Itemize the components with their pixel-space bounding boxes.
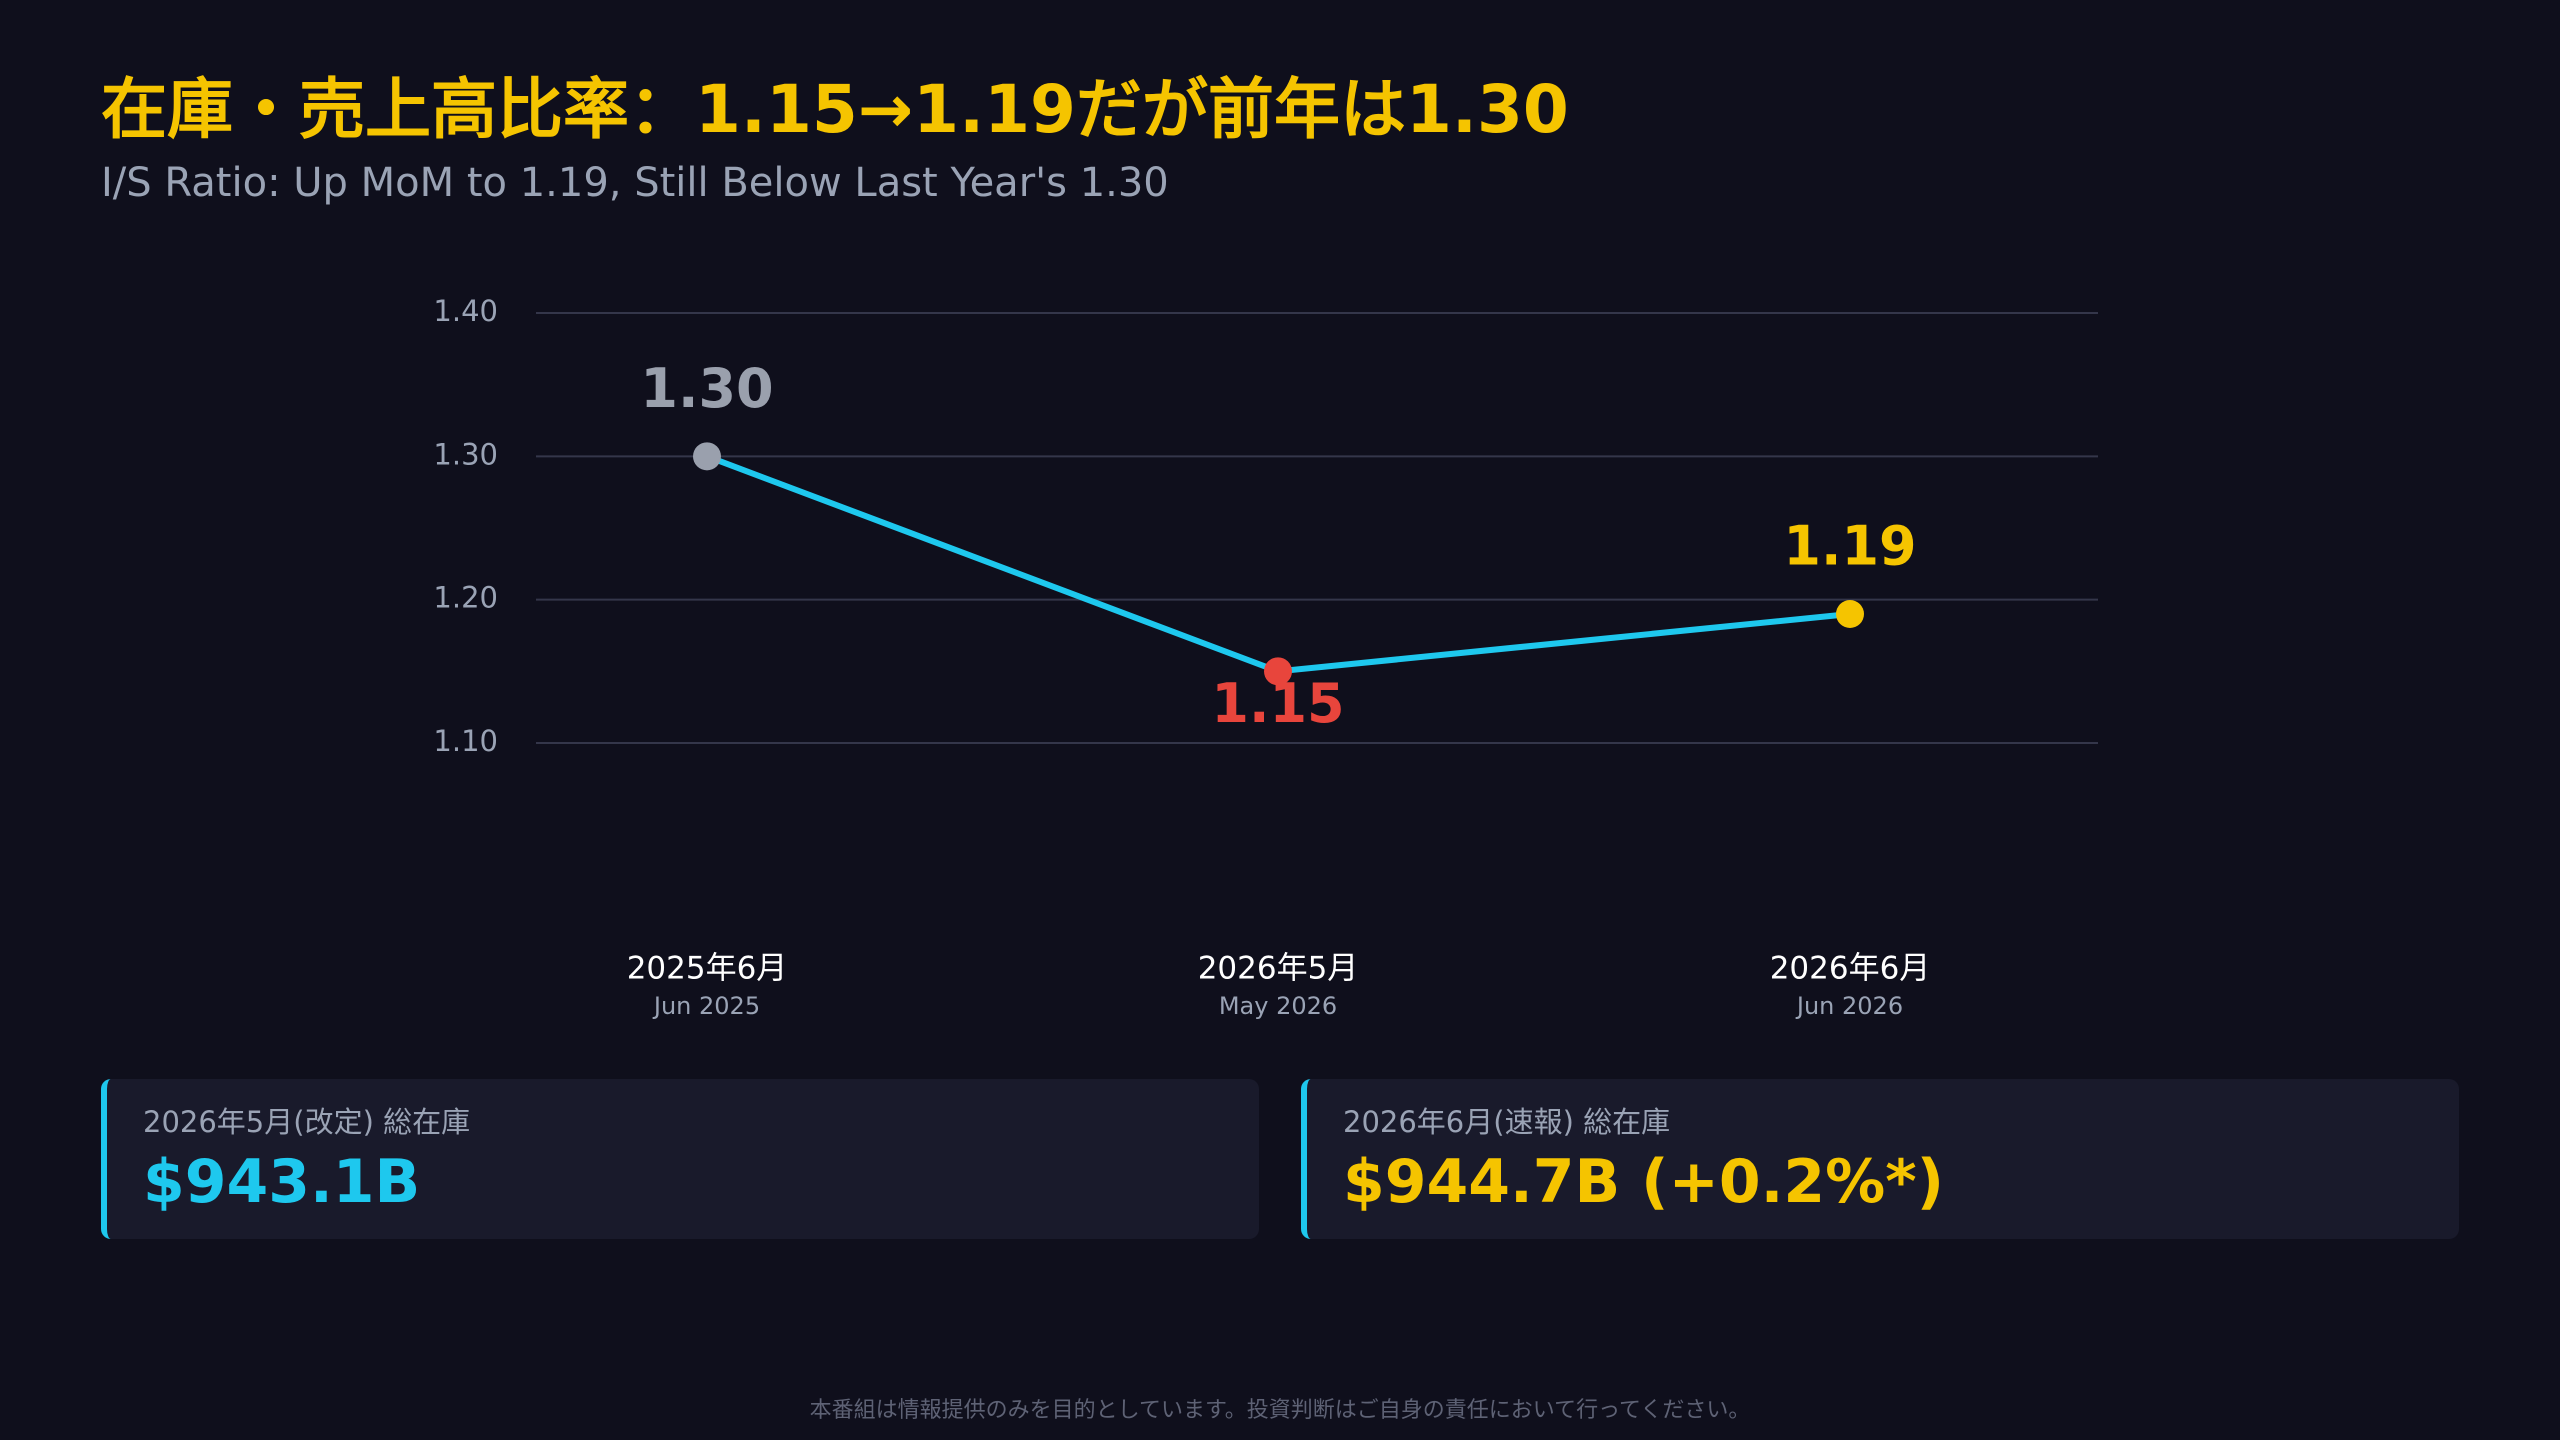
line	[705, 453, 1851, 675]
y-tick-label: 1.40	[433, 294, 498, 328]
value-label: 1.15	[1211, 672, 1344, 735]
card-label: 2026年5月(改定) 総在庫	[143, 1105, 471, 1139]
point	[693, 442, 721, 471]
y-tick-label: 1.20	[433, 581, 498, 615]
point	[1836, 600, 1864, 628]
card-value: $943.1B	[143, 1147, 421, 1217]
y-tick-label: 1.30	[433, 437, 498, 471]
subtitle: I/S Ratio: Up MoM to 1.19, Still Below L…	[101, 160, 1169, 206]
card: 2026年5月(改定) 総在庫 $943.1B	[101, 1079, 1259, 1239]
chart: 1.40 1.30 1.20 1.10 2025年6月 Jun 2025 2026年5月 Ma…	[433, 294, 2098, 1020]
x-tick-label: 2026年6月	[1770, 951, 1931, 987]
x-tick-sublabel: Jun 2026	[1795, 992, 1903, 1020]
value-label: 1.19	[1783, 515, 1916, 578]
point	[1264, 657, 1292, 686]
title: 在庫・売上高比率：1.15→1.19だが前年は1.30	[101, 71, 1569, 148]
card-label: 2026年6月(速報) 総在庫	[1343, 1105, 1671, 1139]
x-tick-label: 2026年5月	[1198, 951, 1359, 987]
value-label: 1.30	[640, 357, 773, 420]
card: 2026年6月(速報) 総在庫 $944.7B (+0.2%*)	[1301, 1079, 2459, 1239]
x-tick-label: 2025年6月	[627, 951, 788, 987]
card-value: $944.7B (+0.2%*)	[1343, 1147, 1945, 1217]
y-tick-label: 1.10	[433, 724, 498, 758]
x-tick-sublabel: May 2026	[1219, 992, 1337, 1020]
x-tick-sublabel: Jun 2025	[652, 992, 760, 1020]
disclaimer: 本番組は情報提供のみを目的としています。投資判断はご自身の責任において行ってくだ…	[809, 1398, 1751, 1423]
